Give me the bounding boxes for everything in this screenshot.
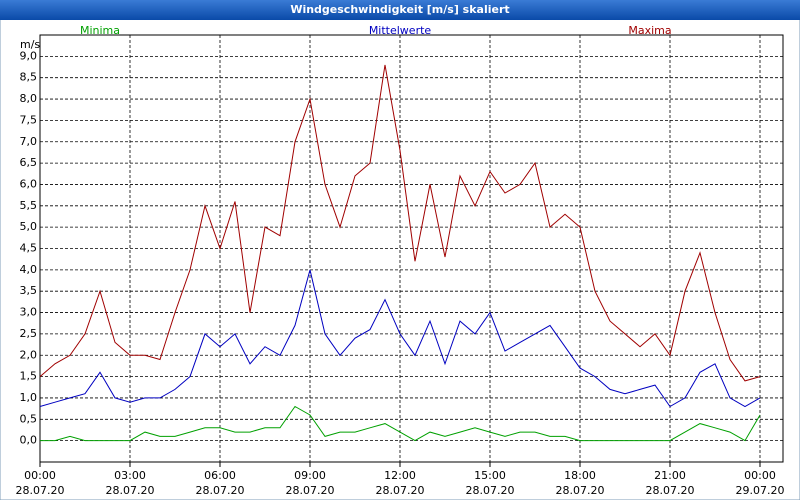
- title-bar: [0, 0, 800, 20]
- x-tick-label: 09:00: [294, 469, 326, 482]
- y-tick-label: 4,5: [20, 242, 38, 255]
- y-tick-label: 6,5: [20, 156, 38, 169]
- series-line: [40, 405, 761, 442]
- x-tick-label: 21:00: [654, 469, 686, 482]
- y-tick-label: 8,5: [20, 71, 38, 84]
- y-tick-label: 3,0: [20, 306, 38, 319]
- x-tick-date: 28.07.20: [646, 484, 695, 497]
- series-line: [39, 269, 761, 408]
- x-tick-date: 28.07.20: [196, 484, 245, 497]
- y-tick-label: 6,0: [20, 177, 38, 190]
- x-tick-date: 28.07.20: [286, 484, 335, 497]
- y-tick-label: 0,5: [20, 412, 38, 425]
- x-tick-date: 28.07.20: [466, 484, 515, 497]
- y-tick-label: 2,5: [20, 327, 38, 340]
- y-tick-label: 9,0: [20, 49, 38, 62]
- y-tick-label: 4,0: [20, 263, 38, 276]
- legend-label: Maxima: [628, 24, 671, 37]
- y-tick-label: 7,0: [20, 135, 38, 148]
- x-tick-label: 03:00: [114, 469, 146, 482]
- legend-label: Mittelwerte: [369, 24, 432, 37]
- y-tick-label: 3,5: [20, 284, 38, 297]
- chart-title: Windgeschwindigkeit [m/s] skaliert: [290, 3, 509, 16]
- y-tick-label: 5,0: [20, 220, 38, 233]
- y-tick-label: 0,0: [20, 434, 38, 447]
- y-unit: m/s: [20, 38, 40, 51]
- x-tick-date: 28.07.20: [16, 484, 65, 497]
- y-tick-label: 1,0: [20, 391, 38, 404]
- y-tick-label: 2,0: [20, 348, 38, 361]
- y-tick-label: 7,5: [20, 113, 38, 126]
- series-line: [39, 64, 761, 382]
- y-tick-label: 8,0: [20, 92, 38, 105]
- x-tick-label: 15:00: [474, 469, 506, 482]
- x-tick-label: 00:00: [744, 469, 776, 482]
- y-tick-label: 1,5: [20, 370, 38, 383]
- x-tick-label: 18:00: [564, 469, 596, 482]
- x-tick-date: 28.07.20: [106, 484, 155, 497]
- x-tick-date: 28.07.20: [556, 484, 605, 497]
- x-tick-label: 00:00: [24, 469, 56, 482]
- y-tick-label: 5,5: [20, 199, 38, 212]
- legend-label: Minima: [80, 24, 120, 37]
- x-tick-date: 28.07.20: [376, 484, 425, 497]
- x-tick-date: 29.07.20: [736, 484, 785, 497]
- x-tick-label: 06:00: [204, 469, 236, 482]
- x-tick-label: 12:00: [384, 469, 416, 482]
